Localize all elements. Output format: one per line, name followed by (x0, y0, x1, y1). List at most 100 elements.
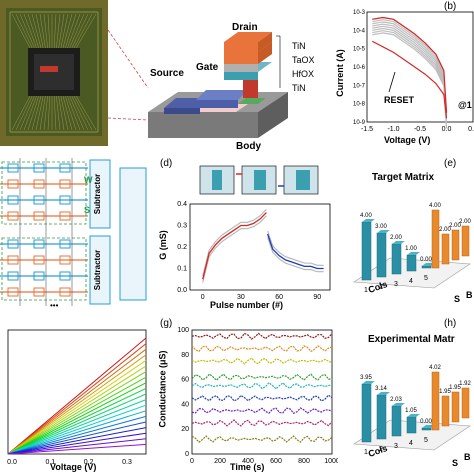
h-bars-xtick: 2 (379, 446, 383, 453)
e-bars-teal-label: 4.00 (360, 213, 372, 219)
chip-wire (76, 13, 97, 49)
chart-d-gray-curve (267, 237, 324, 273)
h-bars-teal-bar-top (362, 381, 375, 384)
chip-wire (39, 95, 46, 131)
chart-g-ytick: 80 (181, 352, 189, 359)
chart-b-gray-curve (372, 25, 448, 122)
chart-b-gray-curve (372, 21, 448, 118)
chart-e-zlabel-b: B (466, 290, 473, 300)
chart-d-gray-curve (267, 230, 324, 266)
chip-wire (23, 13, 37, 49)
chart-h-title: Experimental Matr (368, 334, 455, 345)
chart-d-xtick: 30 (237, 294, 245, 301)
circuit-cell (33, 287, 45, 297)
chart-f-line (7, 354, 147, 455)
chip-wire (43, 95, 48, 131)
chart-e-target-matrix: 4.003.002.001.000.004.002.002.002.001 2 3 4… (353, 203, 471, 294)
chart-b-xtick: 0.5 (468, 126, 474, 133)
source-label: Source (150, 68, 184, 79)
chart-g-level-line (191, 435, 333, 443)
chart-f-line (7, 432, 147, 455)
chart-f-line (7, 438, 147, 455)
chart-g-retention: 0 200 400 600 800 1000 0 20 40 60 80 100 (177, 327, 338, 465)
chart-b-iv-curve: -1.5 -1.0 -0.5 0.0 0.5 10-3 10-4 10-5 10-6 10-7 10… (353, 10, 474, 133)
chart-b-gray-curve (372, 27, 448, 124)
chip-wire (60, 13, 69, 49)
e-bars-orange-label: 2.00 (439, 227, 451, 233)
circuit-cell (7, 195, 19, 205)
chart-d-xtick: 60 (275, 294, 283, 301)
chart-h-zlabel-s: S (452, 458, 459, 468)
circuit-cell (33, 255, 45, 265)
panel-d-label: (d) (160, 158, 173, 169)
e-bars-teal-bar-top (362, 219, 375, 222)
chart-f-xlabel: Voltage (V) (50, 462, 97, 472)
chip-wire (39, 13, 46, 49)
panel-b-label: (b) (444, 1, 457, 12)
chart-g-level-line (191, 394, 333, 402)
chip-wire (71, 95, 89, 131)
chip-wire (54, 95, 57, 131)
e-bars-teal-bar (361, 221, 372, 281)
chip-wire (19, 95, 35, 131)
chart-d-ytick: 0.2 (177, 244, 187, 251)
circuit-cell (7, 179, 19, 189)
chart-g-ytick: 100 (177, 327, 189, 334)
h-bars-orange-bar (451, 391, 460, 423)
chip-wire (11, 13, 31, 49)
chip-wire (27, 95, 39, 131)
chip-wire (19, 13, 35, 49)
chart-e-title: Target Matrix (372, 172, 435, 183)
body-label: Body (236, 141, 261, 152)
chart-f-line (7, 393, 147, 455)
chart-b-ytick: 10-4 (353, 28, 366, 34)
gate-label: Gate (196, 62, 219, 73)
chart-g-xtick: 200 (214, 458, 226, 465)
chip-wire (60, 95, 69, 131)
chart-b-xtick: -0.5 (414, 126, 426, 133)
circuit-cell (59, 287, 71, 297)
chip-wire (47, 95, 50, 131)
chart-d-series-1 (267, 233, 324, 270)
e-bars-teal-label: 0.00 (420, 257, 432, 263)
chip-wire (67, 95, 81, 131)
e-bars-orange-label: 4.00 (429, 203, 441, 209)
chart-g-level-line (191, 419, 333, 427)
circuit-cell (59, 255, 71, 265)
chart-g-xtick: 400 (242, 458, 254, 465)
chip-wire (71, 13, 89, 49)
chart-b-ylabel: Current (A) (335, 49, 345, 97)
chip-wire (56, 95, 61, 131)
circuit-cell (59, 271, 71, 281)
chart-d-xtick: 90 (313, 294, 321, 301)
circuit-cell (59, 239, 71, 249)
chart-d-ytick: 0.4 (177, 201, 187, 208)
h-bars-xtick: 5 (424, 437, 428, 444)
chart-f-line (7, 443, 147, 455)
e-bars-teal-bar (391, 243, 402, 275)
h-bars-teal-bar-top (377, 392, 390, 395)
circuit-cell (7, 271, 19, 281)
chart-d-xtick: 0 (201, 294, 205, 301)
chart-h-zlabel-b: B (464, 452, 471, 462)
chart-f-line (7, 410, 147, 455)
chart-b-ytick: 10-8 (353, 102, 366, 108)
chart-b-ytick: 10-5 (353, 47, 366, 53)
circuit-cell (33, 239, 45, 249)
chart-f-xtick: 0.2 (84, 459, 94, 466)
h-bars-teal-bar (406, 416, 417, 434)
chip-wire (69, 13, 85, 49)
chart-b-series-0 (372, 16, 448, 113)
h-bars-orange-bar (441, 395, 450, 427)
chart-d-gray-curve (202, 215, 267, 283)
h-bars-teal-bar (361, 383, 372, 443)
e-bars-orange-label: 2.00 (449, 223, 461, 229)
subtractor-label-bottom: Subtractor (93, 250, 102, 290)
chart-f-xtick: 0.3 (122, 459, 132, 466)
chart-b-ytick: 10-3 (353, 10, 366, 16)
chip-wire (23, 95, 37, 131)
chip-wire (62, 13, 73, 49)
chart-d-conductance-pulses: 0 30 60 90 0.0 0.1 0.2 0.3 0.4 (177, 165, 331, 301)
e-bars-orange-bar (461, 225, 470, 257)
chart-d-ytick: 0.1 (177, 266, 187, 273)
